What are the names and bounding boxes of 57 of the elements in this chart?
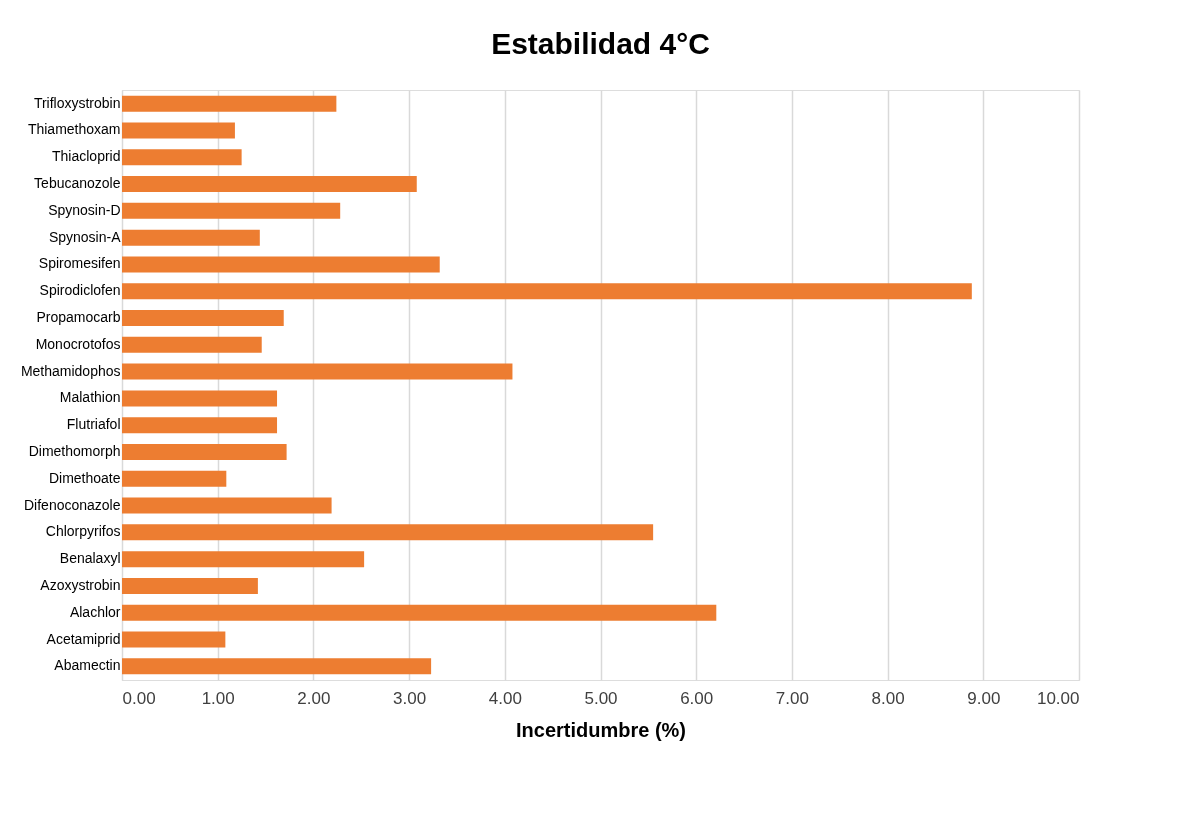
x-tick-label: 8.00: [871, 688, 905, 708]
bar: [122, 363, 513, 380]
y-tick-label: Monocrotofos: [35, 335, 121, 352]
bar: [122, 256, 440, 273]
y-tick-label: Spynosin-D: [48, 201, 121, 218]
y-tick-label: Azoxystrobin: [40, 576, 121, 593]
x-tick-label: 3.00: [393, 688, 427, 708]
x-tick-label: 5.00: [584, 688, 618, 708]
y-tick-label: Abamectin: [54, 657, 121, 674]
x-tick-label: 6.00: [680, 688, 714, 708]
y-tick-label: Benalaxyl: [59, 550, 121, 567]
x-tick-label: 0.00: [122, 688, 156, 708]
y-tick-label: Flutriafol: [66, 416, 121, 433]
x-tick-label: 2.00: [297, 688, 331, 708]
y-tick-label: Malathion: [59, 389, 121, 406]
bar: [122, 390, 278, 407]
x-axis-title: Incertidumbre (%): [515, 718, 687, 741]
bar: [122, 524, 654, 541]
x-tick-label: 10.00: [1036, 688, 1080, 708]
bar: [122, 497, 332, 514]
bar: [122, 417, 278, 434]
y-tick-label: Alachlor: [69, 603, 121, 620]
bar: [122, 658, 432, 675]
bar: [122, 551, 365, 568]
bar: [122, 470, 227, 487]
bar: [122, 310, 284, 327]
y-tick-label: Spynosin-A: [48, 228, 122, 245]
y-tick-label: Tebucanozole: [34, 175, 121, 192]
bar: [122, 443, 287, 460]
bar: [122, 202, 341, 219]
bar: [122, 122, 235, 139]
x-tick-label: 7.00: [775, 688, 809, 708]
bar: [122, 229, 260, 246]
bar: [122, 604, 717, 621]
bar: [122, 577, 258, 594]
bar: [122, 95, 337, 112]
y-tick-label: Chlorpyrifos: [45, 523, 121, 540]
bar: [122, 176, 417, 193]
y-tick-label: Acetamiprid: [46, 630, 121, 647]
chart-title: Estabilidad 4°C: [491, 27, 710, 60]
y-tick-label: Spiromesifen: [38, 255, 121, 272]
y-tick-label: Thiamethoxam: [27, 121, 121, 138]
bar: [122, 283, 972, 300]
y-tick-label: Propamocarb: [36, 309, 121, 326]
bar: [122, 336, 262, 353]
bar: [122, 149, 242, 166]
y-tick-label: Thiacloprid: [52, 148, 121, 165]
bar: [122, 631, 226, 648]
y-tick-label: Difenoconazole: [23, 496, 121, 513]
y-tick-label: Methamidophos: [20, 362, 121, 379]
x-tick-label: 9.00: [967, 688, 1001, 708]
x-tick-label: 4.00: [488, 688, 522, 708]
y-tick-label: Dimethomorph: [28, 442, 121, 459]
y-tick-label: Trifloxystrobin: [33, 94, 121, 111]
x-tick-label: 1.00: [201, 688, 235, 708]
y-tick-label: Spirodiclofen: [39, 282, 121, 299]
y-tick-label: Dimethoate: [48, 469, 121, 486]
